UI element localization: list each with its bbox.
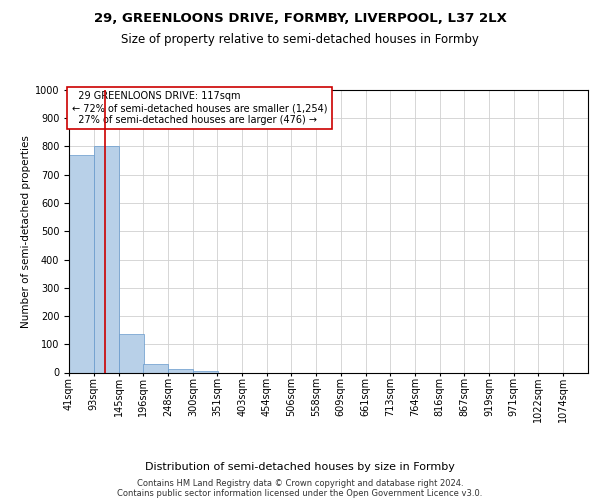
Bar	[94, 146, 119, 372]
Text: Size of property relative to semi-detached houses in Formby: Size of property relative to semi-detach…	[121, 32, 479, 46]
Y-axis label: Number of semi-detached properties: Number of semi-detached properties	[20, 135, 31, 328]
Text: Contains HM Land Registry data © Crown copyright and database right 2024.: Contains HM Land Registry data © Crown c…	[137, 478, 463, 488]
Text: Contains public sector information licensed under the Open Government Licence v3: Contains public sector information licen…	[118, 488, 482, 498]
Text: Distribution of semi-detached houses by size in Formby: Distribution of semi-detached houses by …	[145, 462, 455, 472]
Bar	[168, 369, 193, 372]
Text: 29 GREENLOONS DRIVE: 117sqm
← 72% of semi-detached houses are smaller (1,254)
  : 29 GREENLOONS DRIVE: 117sqm ← 72% of sem…	[71, 92, 327, 124]
Bar	[143, 364, 168, 372]
Bar	[69, 155, 94, 372]
Bar	[119, 334, 143, 372]
Bar	[193, 370, 218, 372]
Text: 29, GREENLOONS DRIVE, FORMBY, LIVERPOOL, L37 2LX: 29, GREENLOONS DRIVE, FORMBY, LIVERPOOL,…	[94, 12, 506, 26]
